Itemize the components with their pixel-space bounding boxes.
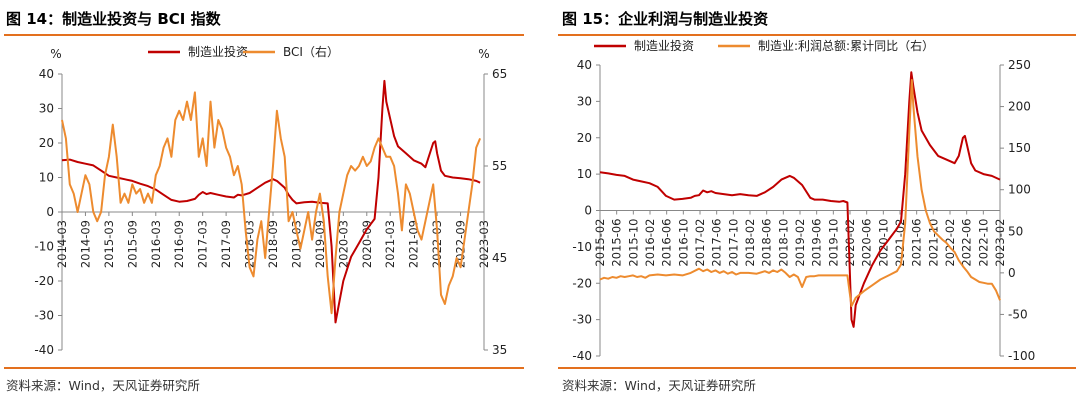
x-tick-label: 2019-03 (289, 220, 303, 268)
y-left-tick-label: 40 (39, 67, 54, 81)
x-tick-label: 2017-03 (196, 220, 210, 268)
series-line-manufacturing-investment (61, 79, 481, 324)
y-left-tick-label: 10 (577, 167, 592, 181)
legend-label: 制造业投资 (634, 38, 694, 53)
chart-14-svg: 40 30 20 10 0 -10 -20 -30 -40 65 55 45 35% % 2014-03 20… (34, 44, 507, 357)
source-note: 资料来源：Wind，天风证券研究所 (562, 378, 756, 393)
y-left-tick-label: 0 (584, 204, 592, 218)
title-rule (4, 34, 524, 36)
y-right-tick-label: 100 (1008, 183, 1031, 197)
y-left-tick-label: -40 (34, 343, 54, 357)
x-tick-label: 2016-02 (643, 219, 657, 267)
x-tick-label: 2020-09 (360, 220, 374, 268)
x-tick-label: 2018-09 (266, 220, 280, 268)
x-tick-label: 2019-10 (826, 219, 840, 267)
x-tick-label: 2016-10 (676, 219, 690, 267)
x-tick-label: 2016-06 (660, 219, 674, 267)
x-tick-label: 2014-09 (78, 220, 92, 268)
y-left-unit: % (50, 47, 61, 61)
x-tick-label: 2023-02 (993, 219, 1007, 267)
x-tick-label: 2022-02 (943, 219, 957, 267)
x-tick-label: 2022-09 (454, 220, 468, 268)
chart-15-svg: 403020100-10-20-30-40250200150100500-50-… (572, 38, 1035, 363)
series-line-secondary (599, 79, 1001, 308)
source-note: 资料来源：Wind，天风证券研究所 (6, 378, 200, 393)
y-left-tick-label: 0 (46, 205, 54, 219)
x-tick-label: 2016-09 (172, 220, 186, 268)
x-tick-label: 2015-03 (102, 220, 116, 268)
y-left-tick-label: 20 (577, 131, 592, 145)
y-left-tick-label: -20 (572, 276, 592, 290)
legend-label: 制造业投资 (188, 44, 248, 59)
y-left-tick-label: 30 (577, 94, 592, 108)
chart-panel-14: 图 14：制造业投资与 BCI 指数 40 30 20 10 0 -10 -20 -30 -40… (4, 10, 524, 393)
x-tick-label: 2021-06 (910, 219, 924, 267)
y-left-tick-label: -30 (34, 309, 54, 323)
y-right-tick-label: 150 (1008, 141, 1031, 155)
x-tick-label: 2017-02 (693, 219, 707, 267)
x-tick-label: 2023-03 (477, 220, 491, 268)
y-right-tick-label: 250 (1008, 58, 1031, 72)
series-line-manufacturing-investment (599, 71, 1001, 328)
x-tick-label: 2017-09 (219, 220, 233, 268)
x-tick-label: 2022-06 (960, 219, 974, 267)
legend-label: 制造业:利润总额:累计同比（右） (758, 38, 934, 53)
y-right-tick-label: 55 (492, 159, 507, 173)
x-tick-label: 2015-02 (593, 219, 607, 267)
y-left-tick-label: -40 (572, 349, 592, 363)
x-tick-label: 2015-10 (626, 219, 640, 267)
x-tick-label: 2019-06 (810, 219, 824, 267)
x-tick-label: 2022-10 (976, 219, 990, 267)
y-left-tick-label: 10 (39, 171, 54, 185)
x-tick-label: 2018-10 (776, 218, 790, 266)
y-right-tick-label: 0 (1008, 266, 1016, 280)
title-rule (558, 34, 1076, 36)
x-tick-label: 2021-09 (407, 220, 421, 268)
x-tick-label: 2020-06 (860, 219, 874, 267)
x-tick-label: 2021-10 (926, 219, 940, 267)
y-right-tick-label: -50 (1008, 307, 1028, 321)
x-tick-label: 2020-03 (336, 220, 350, 268)
x-tick-label: 2019-09 (313, 220, 327, 268)
legend-label: BCI（右） (283, 44, 339, 59)
x-tick-label: 2018-06 (760, 219, 774, 267)
x-tick-label: 2015-09 (125, 220, 139, 268)
x-tick-label: 2020-10 (876, 219, 890, 267)
source-rule (4, 367, 524, 369)
x-tick-label: 2018-02 (743, 219, 757, 267)
y-right-tick-label: -100 (1008, 349, 1035, 363)
y-right-tick-label: 200 (1008, 100, 1031, 114)
y-left-tick-label: -20 (34, 274, 54, 288)
x-tick-label: 2017-10 (726, 219, 740, 267)
chart-title: 图 14：制造业投资与 BCI 指数 (6, 10, 221, 28)
y-right-tick-label: 65 (492, 67, 507, 81)
chart-panel-15: 图 15：企业利润与制造业投资 40 30 20 10 0 -10 -20 -30 -40 250… (540, 0, 1080, 400)
y-right-unit: % (478, 47, 489, 61)
y-right-tick-label: 35 (492, 343, 507, 357)
x-tick-label: 2017-06 (710, 219, 724, 267)
y-right-tick-label: 50 (1008, 224, 1023, 238)
y-left-tick-label: 30 (39, 102, 54, 116)
y-left-tick-label: 40 (577, 58, 592, 72)
x-tick-label: 2015-06 (610, 219, 624, 267)
x-tick-label: 2014-03 (55, 220, 69, 268)
y-left-tick-label: -30 (572, 313, 592, 327)
x-tick-label: 2020-02 (843, 219, 857, 267)
source-rule (558, 367, 1076, 369)
x-tick-label: 2021-03 (383, 220, 397, 268)
x-tick-label: 2019-02 (793, 219, 807, 267)
series-line-secondary (61, 91, 482, 315)
chart-title: 图 15：企业利润与制造业投资 (562, 10, 769, 28)
x-tick-label: 2016-03 (149, 220, 163, 268)
y-right-tick-label: 45 (492, 251, 507, 265)
y-left-tick-label: -10 (34, 240, 54, 254)
y-left-tick-label: 20 (39, 136, 54, 150)
y-left-tick-label: -10 (572, 240, 592, 254)
